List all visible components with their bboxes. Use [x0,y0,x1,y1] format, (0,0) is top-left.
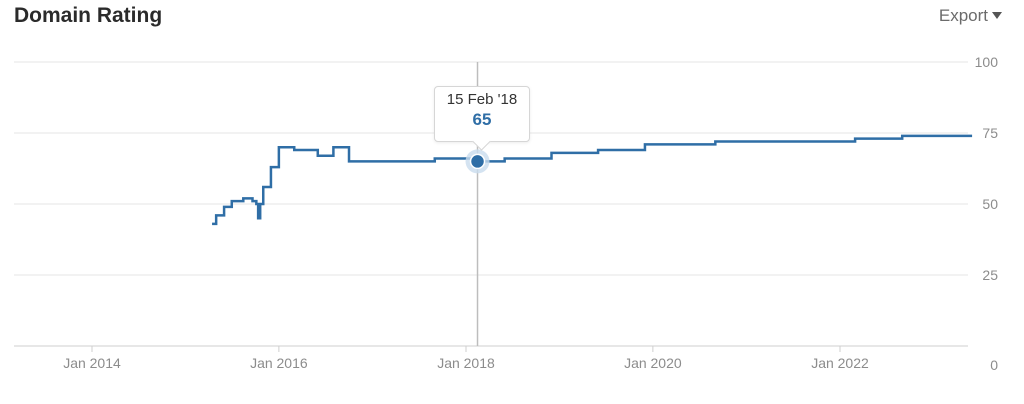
tooltip-value: 65 [472,110,492,129]
export-button[interactable]: Export [938,6,988,25]
y-tick-label: 75 [982,125,998,141]
chart-title: Domain Rating [14,4,163,27]
y-tick-label: 50 [982,196,998,212]
y-tick-label: 100 [975,54,999,70]
x-tick-label: Jan 2020 [624,355,682,371]
x-tick-label: Jan 2022 [811,355,869,371]
x-tick-label: Jan 2016 [250,355,308,371]
y-axis: 0 25 50 75 100 [975,54,999,373]
x-axis: Jan 2014 Jan 2016 Jan 2018 Jan 2020 Jan 2022 [63,346,869,371]
highlight-point[interactable] [469,153,486,170]
series-line-domain-rating [212,134,973,226]
x-tick-label: Jan 2014 [63,355,121,371]
x-tick-label: Jan 2018 [437,355,495,371]
y-tick-label: 0 [990,357,998,373]
tooltip-date: 15 Feb '18 [446,91,518,108]
tooltip: 15 Feb '18 65 [434,86,530,151]
gridlines [14,61,968,347]
caret-down-icon[interactable] [992,12,1002,19]
y-tick-label: 25 [982,267,998,283]
